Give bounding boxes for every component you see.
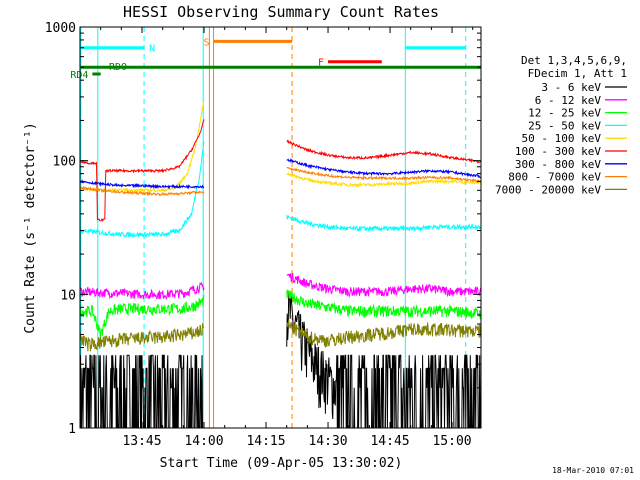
series-100-300-kev-segment-1 bbox=[79, 119, 205, 223]
series-7000-20000-kev-segment-2 bbox=[286, 320, 482, 348]
annotation-label-f: F bbox=[318, 58, 324, 69]
legend-entry-label: 12 - 25 keV bbox=[528, 107, 601, 120]
series-7000-20000-kev-segment-1 bbox=[79, 323, 205, 352]
series-12-25-kev-segment-2 bbox=[286, 289, 482, 320]
y-tick-label: 10 bbox=[60, 288, 76, 303]
y-tick-label: 100 bbox=[53, 155, 76, 170]
y-axis-ticks: 1 10 100 1000 bbox=[45, 21, 481, 437]
annotation-label-rd4: RD4 bbox=[70, 70, 88, 81]
x-tick-label: 14:30 bbox=[308, 434, 347, 449]
legend-header-line-2: FDecim 1, Att 1 bbox=[528, 67, 627, 80]
x-axis-label: Start Time (09-Apr-05 13:30:02) bbox=[160, 456, 403, 471]
annotation-label-s: S bbox=[203, 37, 209, 48]
legend-entry-label: 3 - 6 keV bbox=[541, 81, 601, 94]
plot-frame bbox=[79, 26, 482, 429]
series-3-6-kev-segment-1 bbox=[79, 354, 204, 429]
y-tick-label: 1000 bbox=[45, 21, 76, 36]
annotation-label-n: N bbox=[149, 44, 155, 55]
annotation-label-rdo: RDO bbox=[109, 62, 127, 73]
series-50-100-kev-segment-1 bbox=[79, 98, 205, 194]
footer-timestamp: 18-Mar-2010 07:01 bbox=[552, 466, 634, 475]
x-tick-label: 14:15 bbox=[246, 434, 285, 449]
legend-entry-label: 7000 - 20000 keV bbox=[495, 183, 601, 196]
x-tick-label: 15:00 bbox=[432, 434, 471, 449]
series-50-100-kev-segment-2 bbox=[286, 171, 482, 188]
legend-entry-label: 300 - 800 keV bbox=[515, 158, 601, 171]
series-6-12-kev-segment-2 bbox=[286, 273, 482, 298]
series-12-25-kev-segment-1 bbox=[79, 295, 205, 340]
series-25-50-kev-segment-2 bbox=[286, 214, 481, 233]
series-800-7000-kev-segment-1 bbox=[79, 186, 205, 197]
legend-header-line-1: Det 1,3,4,5,6,9, bbox=[521, 54, 627, 67]
x-axis-ticks: 13:45 14:00 14:15 14:30 14:45 15:00 bbox=[100, 27, 474, 449]
x-tick-label: 13:45 bbox=[122, 434, 161, 449]
series-300-800-kev-segment-2 bbox=[286, 158, 481, 179]
series-6-12-kev-segment-1 bbox=[79, 281, 205, 301]
plot-area: N S F RD4 RDO bbox=[70, 27, 482, 429]
legend-entry-label: 50 - 100 keV bbox=[522, 132, 602, 145]
x-tick-label: 14:45 bbox=[370, 434, 409, 449]
y-tick-label: 1 bbox=[68, 422, 76, 437]
x-tick-label: 14:00 bbox=[184, 434, 223, 449]
legend-entry-label: 100 - 300 keV bbox=[515, 145, 601, 158]
series-300-800-kev-segment-1 bbox=[79, 179, 205, 190]
legend-entry-label: 800 - 7000 keV bbox=[508, 171, 601, 184]
chart-title: HESSI Observing Summary Count Rates bbox=[123, 3, 439, 21]
legend: Det 1,3,4,5,6,9,FDecim 1, Att 13 - 6 keV… bbox=[495, 54, 627, 196]
series-25-50-kev-segment-1 bbox=[79, 141, 205, 239]
legend-entry-label: 6 - 12 keV bbox=[535, 94, 602, 107]
series-800-7000-kev-segment-2 bbox=[286, 166, 482, 183]
legend-entry-label: 25 - 50 keV bbox=[528, 119, 601, 132]
y-axis-label: Count Rate (s⁻¹ detector⁻¹) bbox=[23, 122, 38, 333]
series-100-300-kev-segment-2 bbox=[286, 139, 482, 164]
series-3-6-kev-segment-2 bbox=[286, 291, 481, 429]
